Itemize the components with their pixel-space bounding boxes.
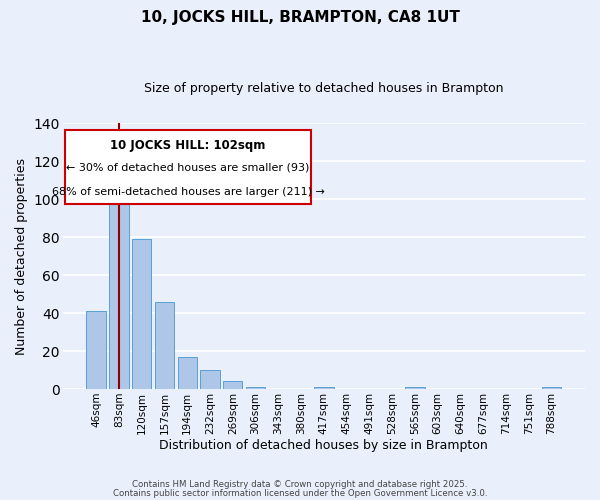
Title: Size of property relative to detached houses in Brampton: Size of property relative to detached ho…: [144, 82, 503, 96]
Bar: [132, 239, 151, 389]
FancyBboxPatch shape: [65, 130, 311, 204]
Bar: [155, 302, 174, 389]
Text: 68% of semi-detached houses are larger (211) →: 68% of semi-detached houses are larger (…: [52, 187, 325, 197]
Bar: [86, 311, 106, 389]
Bar: [405, 387, 425, 389]
Bar: [246, 387, 265, 389]
Bar: [223, 382, 242, 389]
X-axis label: Distribution of detached houses by size in Brampton: Distribution of detached houses by size …: [160, 440, 488, 452]
Text: Contains public sector information licensed under the Open Government Licence v3: Contains public sector information licen…: [113, 489, 487, 498]
Bar: [178, 356, 197, 389]
Bar: [314, 387, 334, 389]
Text: 10 JOCKS HILL: 102sqm: 10 JOCKS HILL: 102sqm: [110, 139, 266, 152]
Y-axis label: Number of detached properties: Number of detached properties: [15, 158, 28, 354]
Bar: [109, 190, 128, 389]
Bar: [542, 387, 561, 389]
Text: 10, JOCKS HILL, BRAMPTON, CA8 1UT: 10, JOCKS HILL, BRAMPTON, CA8 1UT: [140, 10, 460, 25]
Bar: [200, 370, 220, 389]
Text: Contains HM Land Registry data © Crown copyright and database right 2025.: Contains HM Land Registry data © Crown c…: [132, 480, 468, 489]
Text: ← 30% of detached houses are smaller (93): ← 30% of detached houses are smaller (93…: [67, 163, 310, 173]
